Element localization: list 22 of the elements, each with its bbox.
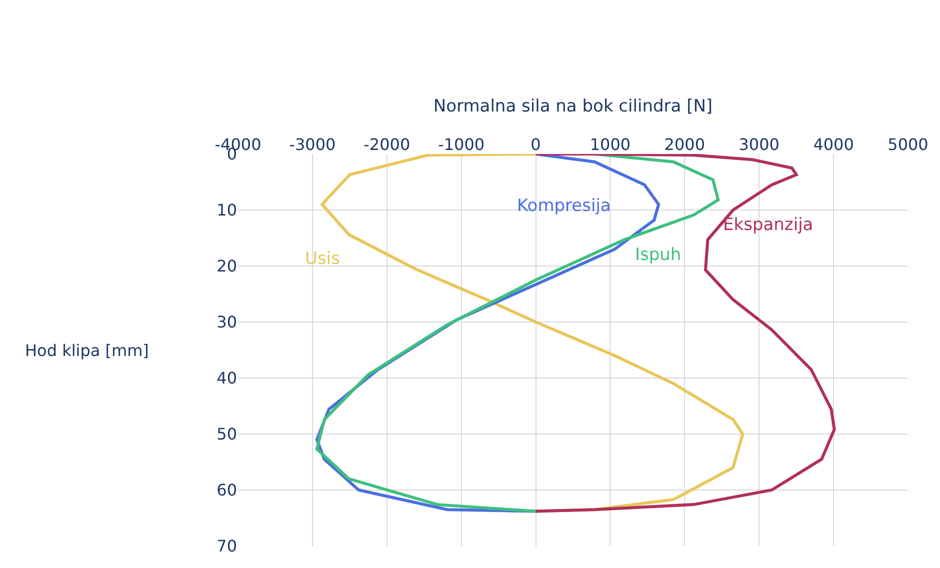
x-tick-label: -2000 <box>364 134 410 154</box>
y-tick-label: 40 <box>216 368 237 388</box>
x-tick-label: 5000 <box>888 134 928 154</box>
x-tick-label: 2000 <box>664 134 706 154</box>
y-tick-label: 60 <box>216 480 237 500</box>
series-label: Ekspanzija <box>723 215 814 235</box>
y-tick-label: 20 <box>216 256 237 276</box>
x-tick-label: 4000 <box>813 134 854 154</box>
x-tick-label: 3000 <box>738 134 780 154</box>
y-tick-label: 70 <box>216 536 237 556</box>
x-tick-label: -1000 <box>438 134 485 154</box>
y-axis-title: Hod klipa [mm] <box>25 341 149 360</box>
series-label: Kompresija <box>517 196 611 216</box>
series-label: Usis <box>305 249 340 269</box>
x-tick-label: 0 <box>530 134 541 154</box>
series-label: Ispuh <box>635 245 682 265</box>
x-axis-title: Normalna sila na bok cilindra [N] <box>433 96 713 116</box>
y-tick-label: 50 <box>216 424 237 444</box>
y-tick-label: 30 <box>216 312 237 332</box>
x-tick-label: 1000 <box>590 134 631 154</box>
y-tick-label: 10 <box>216 200 237 220</box>
x-tick-label: -3000 <box>289 134 336 154</box>
